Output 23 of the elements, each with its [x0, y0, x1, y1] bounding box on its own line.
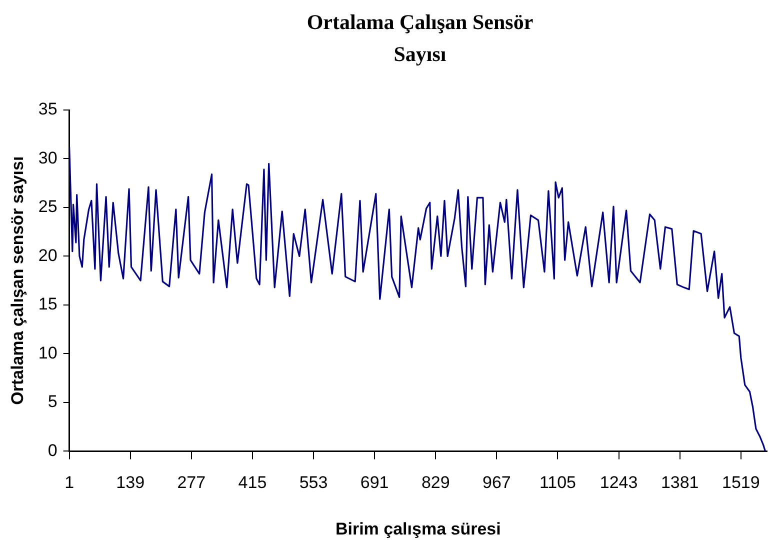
x-axis-title: Birim çalışma süresi [335, 519, 501, 538]
y-tick-label: 20 [38, 246, 58, 265]
x-tick-label: 1519 [722, 473, 760, 492]
y-tick-label: 10 [38, 343, 58, 362]
x-tick-label: 277 [177, 473, 206, 492]
y-tick-label: 0 [48, 440, 58, 460]
y-axis-title: Ortalama çalışan sensör sayısı [8, 156, 27, 405]
x-tick-label: 691 [360, 473, 389, 492]
y-tick-label: 35 [38, 100, 58, 119]
y-tick-label: 5 [48, 392, 58, 412]
y-tick-label: 15 [38, 294, 58, 314]
x-tick-label: 829 [421, 473, 450, 492]
chart-title: Ortalama Çalışan Sensör Sayısı [306, 9, 534, 68]
x-tick-label: 1105 [539, 473, 576, 492]
x-tick-label: 1 [64, 473, 74, 492]
x-tick-label: 553 [299, 473, 328, 492]
x-tick-label: 415 [238, 473, 267, 492]
x-tick-label: 1243 [600, 473, 638, 492]
y-tick-label: 30 [38, 148, 58, 168]
y-tick-label: 25 [38, 197, 58, 216]
x-tick-label: 967 [482, 473, 511, 492]
x-tick-label: 139 [116, 473, 145, 492]
x-tick-label: 1381 [660, 473, 699, 492]
